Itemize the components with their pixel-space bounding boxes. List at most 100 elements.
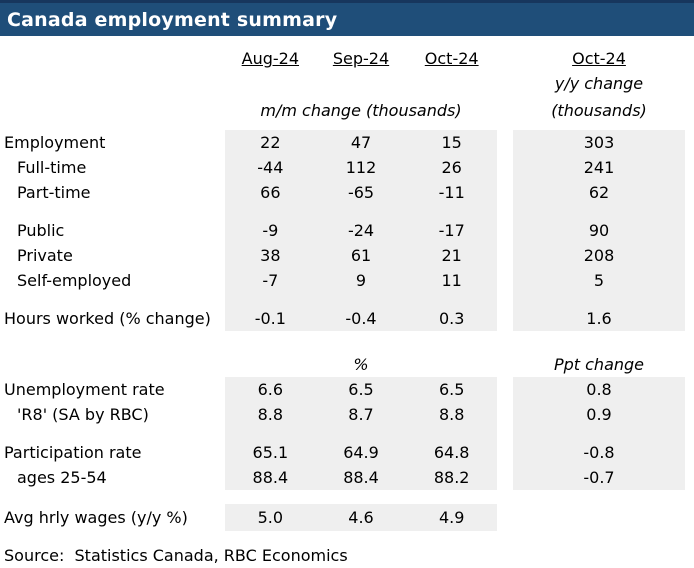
source-line: Source: Statistics Canada, RBC Economics [4,545,348,565]
mm-change-label: m/m change (thousands) [260,101,462,120]
yoy-value: 0.8 [513,377,685,402]
value-oct: 6.5 [438,380,465,399]
col-header-oct24: Oct-24 [424,49,479,68]
yoy-value-empty [513,504,685,531]
yoy-value: 303 [513,130,685,155]
mm-values: 22 47 15 [225,130,497,155]
yoy-value: -0.7 [513,465,685,490]
value-sep: 9 [355,271,367,290]
value-sep: 8.7 [348,405,374,424]
mm-values: 66 -65 -11 [225,180,497,205]
row-label: Hours worked (% change) [4,309,211,328]
page-title: Canada employment summary [7,8,338,31]
value-sep: 4.6 [348,508,374,527]
value-aug: 6.6 [257,380,284,399]
mm-values: 5.0 4.6 4.9 [225,504,497,531]
mm-values: -7 9 11 [225,268,497,293]
row-full-time: Full-time -44 112 26 241 [0,155,694,180]
value-aug: -7 [262,271,279,290]
yoy-value: 1.6 [513,306,685,331]
row-label: Participation rate [4,443,142,462]
value-aug: -0.1 [254,309,286,328]
mm-values: -9 -24 -17 [225,218,497,243]
row-unemployment-rate: Unemployment rate 6.6 6.5 6.5 0.8 [0,377,694,402]
yoy-value: 90 [513,218,685,243]
header-yoy-line1-row: y/y change [0,70,694,97]
value-aug: 88.4 [252,468,289,487]
row-label: Public [17,221,65,240]
row-ages-25-54: ages 25-54 88.4 88.4 88.2 -0.7 [0,465,694,490]
col-header-aug24: Aug-24 [241,49,300,68]
col-header-yoy-month: Oct-24 [572,49,626,68]
row-part-time: Part-time 66 -65 -11 62 [0,180,694,205]
yoy-value: 0.9 [513,402,685,427]
row-hours-worked: Hours worked (% change) -0.1 -0.4 0.3 1.… [0,306,694,331]
value-oct: 4.9 [438,508,465,527]
mm-values: 38 61 21 [225,243,497,268]
header-units-row: m/m change (thousands) (thousands) [0,97,694,124]
shaded-spacer-row [0,293,694,306]
value-oct: -11 [438,183,465,202]
value-aug: 22 [260,133,281,152]
yoy-change-label: y/y change [554,74,644,93]
value-oct: 0.3 [438,309,465,328]
value-sep: -24 [347,221,375,240]
value-oct: 8.8 [438,405,465,424]
yoy-value: 5 [513,268,685,293]
row-private: Private 38 61 21 208 [0,243,694,268]
row-avg-hrly-wages: Avg hrly wages (y/y %) 5.0 4.6 4.9 [0,504,694,531]
yoy-thousands-label: (thousands) [551,101,647,120]
row-label: ages 25-54 [17,468,107,487]
row-label: 'R8' (SA by RBC) [17,405,149,424]
value-aug: 38 [260,246,281,265]
yoy-value: 62 [513,180,685,205]
ppt-change-label: Ppt change [553,355,645,374]
value-oct: -17 [438,221,465,240]
row-employment: Employment 22 47 15 303 [0,130,694,155]
row-label: Private [17,246,73,265]
value-oct: 11 [441,271,462,290]
row-label: Unemployment rate [4,380,165,399]
row-participation-rate: Participation rate 65.1 64.9 64.8 -0.8 [0,440,694,465]
mm-values: -0.1 -0.4 0.3 [225,306,497,331]
mm-values: 6.6 6.5 6.5 [225,377,497,402]
value-sep: 88.4 [343,468,379,487]
value-aug: 8.8 [257,405,284,424]
value-oct: 64.8 [433,443,470,462]
title-bar: Canada employment summary [0,0,694,36]
value-sep: 6.5 [348,380,374,399]
mm-values: 65.1 64.9 64.8 [225,440,497,465]
yoy-value: 241 [513,155,685,180]
row-label: Self-employed [17,271,132,290]
row-self-employed: Self-employed -7 9 11 5 [0,268,694,293]
value-oct: 21 [441,246,462,265]
value-oct: 88.2 [433,468,470,487]
row-label: Part-time [17,183,91,202]
value-sep: -0.4 [345,309,377,328]
spacer [0,331,694,352]
shaded-spacer-row [0,427,694,440]
value-aug: 66 [260,183,281,202]
spacer [0,490,694,504]
percent-label: % [353,355,369,374]
value-aug: 65.1 [252,443,289,462]
value-sep: 61 [350,246,372,265]
value-sep: 64.9 [343,443,379,462]
row-public: Public -9 -24 -17 90 [0,218,694,243]
mm-values: 88.4 88.4 88.2 [225,465,497,490]
value-aug: -44 [257,158,284,177]
header-months-row: Aug-24 Sep-24 Oct-24 Oct-24 [0,36,694,70]
value-sep: 47 [350,133,372,152]
row-r8-rate: 'R8' (SA by RBC) 8.8 8.7 8.8 0.9 [0,402,694,427]
row-label: Full-time [17,158,87,177]
month-headers: Aug-24 Sep-24 Oct-24 [225,49,497,68]
value-sep: 112 [345,158,377,177]
row-label: Avg hrly wages (y/y %) [4,508,188,527]
col-header-sep24: Sep-24 [332,49,390,68]
mm-values: -44 112 26 [225,155,497,180]
section2-units-row: % Ppt change [0,352,694,377]
spacer [0,531,694,544]
row-label: Employment [4,133,106,152]
mm-values: 8.8 8.7 8.8 [225,402,497,427]
value-aug: -9 [262,221,279,240]
